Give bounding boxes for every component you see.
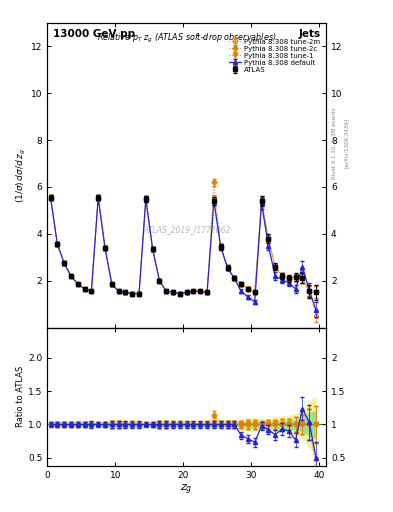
Y-axis label: Ratio to ATLAS: Ratio to ATLAS [16,366,25,428]
X-axis label: $z_g$: $z_g$ [180,482,193,497]
Text: 13000 GeV pp: 13000 GeV pp [53,29,135,39]
Legend: Pythia 8.308 tune-2m, Pythia 8.308 tune-2c, Pythia 8.308 tune-1, Pythia 8.308 de: Pythia 8.308 tune-2m, Pythia 8.308 tune-… [227,37,321,74]
Y-axis label: $(1/\sigma)\,d\sigma/d\,z_g$: $(1/\sigma)\,d\sigma/d\,z_g$ [15,148,28,203]
Text: ATLAS_2019_I1772062: ATLAS_2019_I1772062 [143,226,230,234]
Text: Relative $p_T$ $z_g$ (ATLAS soft-drop observables): Relative $p_T$ $z_g$ (ATLAS soft-drop ob… [97,32,276,45]
Text: Jets: Jets [299,29,321,39]
Text: [arXiv:1306.3436]: [arXiv:1306.3436] [344,118,349,168]
Text: Rivet 3.1.10, ≥ 3M events: Rivet 3.1.10, ≥ 3M events [332,108,337,179]
